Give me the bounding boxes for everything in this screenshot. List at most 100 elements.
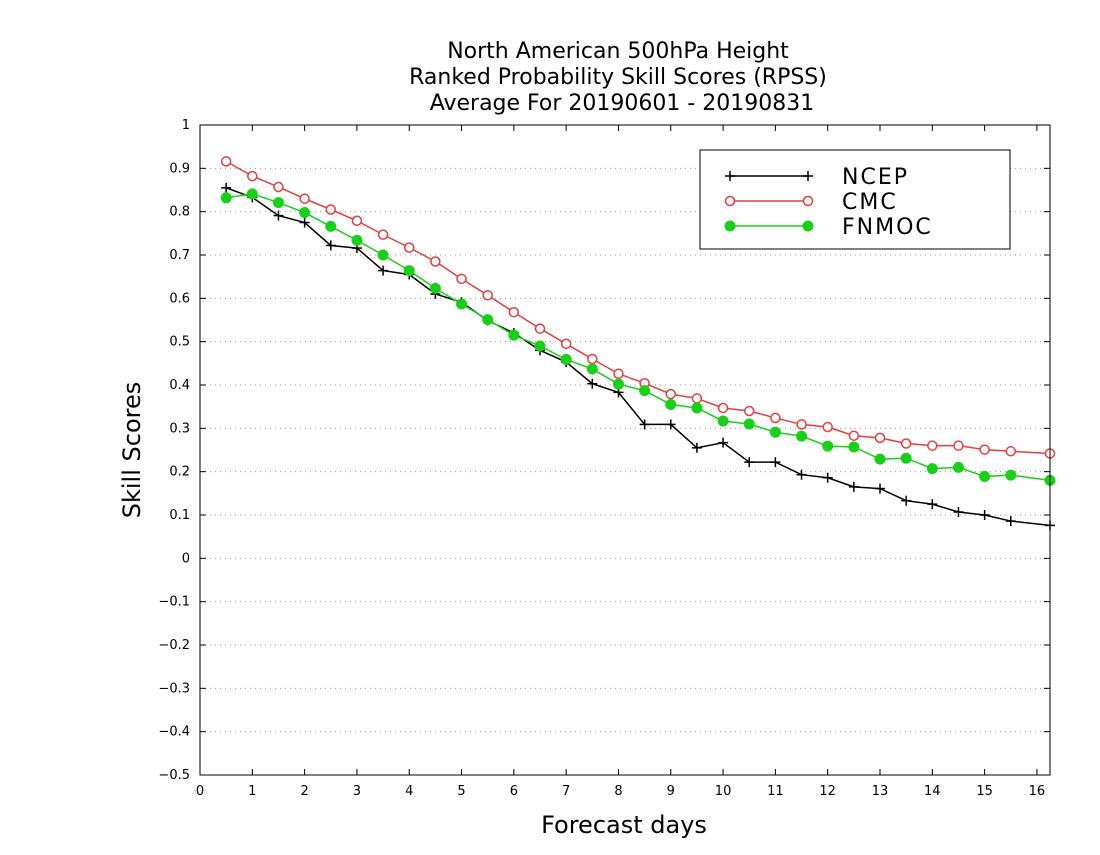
data-point-fnmoc	[769, 426, 781, 438]
data-series	[220, 156, 1056, 531]
data-point-ncep	[273, 210, 284, 221]
x-tick-label: 16	[1029, 784, 1046, 799]
data-point-fnmoc	[743, 418, 755, 430]
data-point-fnmoc	[717, 415, 729, 427]
x-tick-label: 1	[248, 784, 256, 799]
y-tick-label: 1	[182, 118, 190, 133]
data-point-ncep	[979, 510, 990, 520]
y-tick-label: 0.4	[169, 378, 190, 393]
y-tick-label: −0.5	[158, 768, 190, 783]
data-point-ncep	[744, 457, 755, 468]
data-point-cmc	[456, 273, 467, 285]
data-point-cmc	[927, 440, 938, 451]
data-point-ncep	[927, 499, 938, 510]
data-point-ncep	[639, 419, 650, 430]
x-tick-label: 15	[976, 784, 993, 799]
x-tick-label: 3	[353, 784, 361, 799]
x-tick-label: 4	[405, 784, 413, 799]
data-point-fnmoc	[665, 399, 677, 410]
y-tick-label: 0.6	[169, 291, 190, 306]
data-point-cmc	[874, 432, 886, 444]
data-point-cmc	[351, 215, 363, 227]
data-point-cmc	[848, 430, 860, 441]
data-point-cmc	[717, 402, 729, 414]
data-point-cmc	[430, 256, 441, 267]
legend-label-fnmoc: FNMOC	[842, 215, 933, 240]
legend: NCEP CMC FNMOC	[699, 149, 1011, 250]
data-point-ncep	[665, 419, 676, 430]
data-point-cmc	[220, 156, 232, 167]
data-point-fnmoc	[429, 282, 441, 294]
data-point-ncep	[718, 437, 729, 448]
x-tick-label: 14	[924, 784, 941, 799]
data-point-fnmoc	[979, 470, 991, 482]
x-tick-label: 5	[457, 784, 465, 799]
data-point-ncep	[796, 469, 807, 480]
legend-swatch-fnmoc	[724, 220, 814, 232]
data-point-cmc	[403, 242, 415, 253]
data-point-ncep	[587, 378, 598, 389]
axes: −0.5 −0.4 −0.3 −0.2 −0.1 0 0.1 0.2 0.3 0.4 0.5 0.6 0…	[158, 118, 1051, 799]
data-point-fnmoc	[822, 440, 834, 452]
y-axis-label: Skill Scores	[118, 382, 146, 519]
data-point-fnmoc	[1005, 469, 1017, 481]
data-point-fnmoc	[926, 463, 938, 475]
legend-swatch-cmc	[724, 195, 814, 207]
y-tick-label: 0.7	[169, 248, 190, 263]
data-point-ncep	[299, 217, 310, 228]
y-tick-label: −0.3	[158, 681, 190, 696]
legend-label-cmc: CMC	[842, 190, 898, 215]
data-point-cmc	[587, 353, 598, 365]
x-tick-label: 9	[667, 784, 675, 799]
data-point-fnmoc	[351, 234, 363, 246]
data-point-ncep	[1005, 516, 1016, 527]
data-point-fnmoc	[612, 378, 624, 390]
x-tick-label: 7	[562, 784, 570, 799]
plot-frame	[199, 124, 1051, 776]
data-point-cmc	[979, 444, 990, 455]
data-point-cmc	[743, 405, 755, 417]
data-point-ncep	[325, 240, 336, 251]
data-point-fnmoc	[848, 441, 860, 453]
x-tick-label: 2	[300, 784, 308, 799]
data-point-fnmoc	[325, 220, 337, 232]
data-point-ncep	[875, 483, 885, 494]
data-point-cmc	[1005, 446, 1017, 457]
data-point-cmc	[770, 412, 781, 424]
data-point-fnmoc	[691, 402, 703, 414]
y-tick-label: 0.8	[169, 205, 190, 220]
data-point-fnmoc	[952, 461, 964, 473]
y-tick-label: −0.1	[158, 595, 190, 610]
data-point-fnmoc	[796, 430, 808, 442]
data-point-ncep	[953, 506, 964, 517]
data-point-fnmoc	[403, 265, 415, 277]
data-point-ncep	[378, 265, 389, 276]
data-point-ncep	[848, 481, 859, 492]
data-point-cmc	[796, 419, 807, 430]
data-point-fnmoc	[299, 207, 311, 219]
data-point-fnmoc	[639, 385, 651, 397]
legend-marker-cmc	[724, 195, 736, 207]
legend-marker-ncep	[725, 171, 735, 181]
data-point-fnmoc	[900, 452, 912, 464]
data-point-ncep	[770, 457, 781, 468]
legend-marker-ncep	[803, 171, 813, 181]
data-point-cmc	[508, 306, 520, 318]
y-tick-label: 0.9	[169, 161, 190, 176]
y-tick-label: 0.2	[169, 465, 190, 480]
data-point-cmc	[299, 193, 310, 204]
data-point-fnmoc	[456, 298, 468, 310]
y-tick-label: −0.4	[158, 725, 190, 740]
grid-lines	[200, 167, 1050, 733]
x-tick-label: 10	[715, 784, 732, 799]
data-point-cmc	[613, 368, 624, 379]
data-point-fnmoc	[246, 188, 258, 200]
data-point-cmc	[665, 388, 677, 400]
y-tick-label: 0.3	[169, 421, 190, 436]
chart-title-line-3: Average For 20190601 - 20190831	[430, 91, 815, 116]
data-point-fnmoc	[560, 353, 572, 365]
data-point-ncep	[901, 495, 912, 506]
legend-marker-fnmoc	[724, 220, 736, 232]
